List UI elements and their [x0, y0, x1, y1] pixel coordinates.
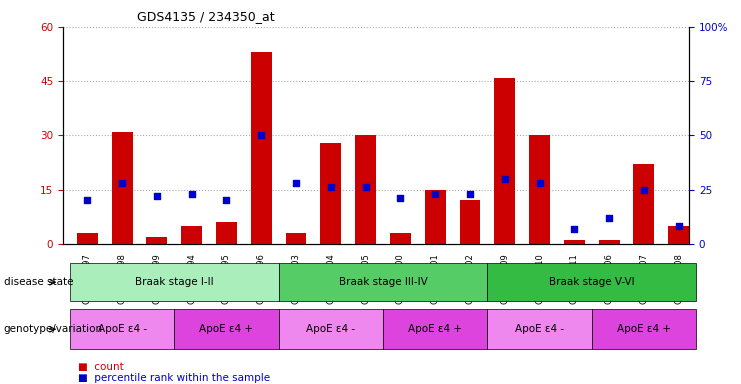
- Point: [116, 180, 128, 186]
- Point: [82, 197, 93, 204]
- Point: [325, 184, 336, 190]
- Bar: [634, 164, 654, 244]
- Point: [464, 191, 476, 197]
- Bar: [250, 52, 272, 244]
- Point: [186, 191, 198, 197]
- Point: [534, 180, 545, 186]
- Bar: [390, 233, 411, 244]
- Text: Braak stage I-II: Braak stage I-II: [135, 277, 213, 287]
- Text: ApoE ε4 -: ApoE ε4 -: [515, 324, 564, 334]
- Point: [221, 197, 233, 204]
- Text: GDS4135 / 234350_at: GDS4135 / 234350_at: [137, 10, 275, 23]
- Point: [568, 225, 580, 232]
- Point: [429, 191, 441, 197]
- Point: [290, 180, 302, 186]
- Bar: [112, 132, 133, 244]
- Point: [603, 215, 615, 221]
- Point: [359, 184, 371, 190]
- Point: [499, 176, 511, 182]
- Bar: [459, 200, 480, 244]
- Bar: [285, 233, 307, 244]
- Bar: [77, 233, 98, 244]
- Bar: [147, 237, 167, 244]
- Text: ApoE ε4 +: ApoE ε4 +: [408, 324, 462, 334]
- Bar: [564, 240, 585, 244]
- Bar: [355, 136, 376, 244]
- Bar: [182, 226, 202, 244]
- Text: ApoE ε4 -: ApoE ε4 -: [98, 324, 147, 334]
- Text: ApoE ε4 -: ApoE ε4 -: [306, 324, 356, 334]
- Bar: [494, 78, 515, 244]
- Point: [256, 132, 268, 139]
- Text: ApoE ε4 +: ApoE ε4 +: [617, 324, 671, 334]
- Text: ■  count: ■ count: [78, 362, 124, 372]
- Text: ApoE ε4 +: ApoE ε4 +: [199, 324, 253, 334]
- Text: Braak stage III-IV: Braak stage III-IV: [339, 277, 428, 287]
- Bar: [216, 222, 237, 244]
- Text: ■  percentile rank within the sample: ■ percentile rank within the sample: [78, 373, 270, 383]
- Point: [151, 193, 163, 199]
- Text: disease state: disease state: [4, 277, 73, 287]
- Bar: [599, 240, 619, 244]
- Bar: [320, 142, 342, 244]
- Bar: [529, 136, 550, 244]
- Text: Braak stage V-VI: Braak stage V-VI: [549, 277, 634, 287]
- Point: [638, 187, 650, 193]
- Text: genotype/variation: genotype/variation: [4, 324, 103, 334]
- Bar: [668, 226, 689, 244]
- Point: [673, 223, 685, 230]
- Point: [394, 195, 406, 201]
- Bar: [425, 190, 445, 244]
